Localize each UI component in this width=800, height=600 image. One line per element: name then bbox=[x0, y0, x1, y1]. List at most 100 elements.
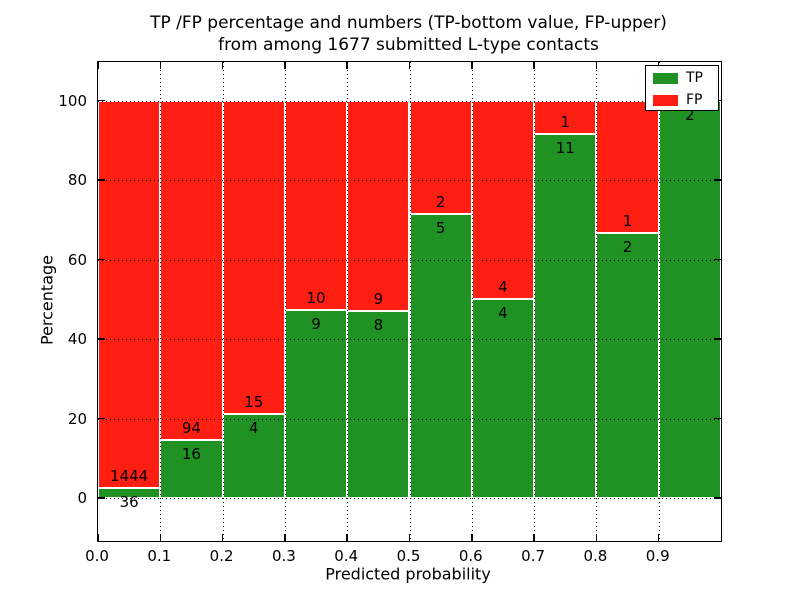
x-tick-bottom bbox=[346, 534, 348, 541]
x-tick-top bbox=[595, 62, 598, 69]
y-tick-left bbox=[98, 417, 105, 420]
x-tick-label: 0.1 bbox=[147, 547, 172, 565]
x-gridline bbox=[284, 62, 286, 541]
tp-count-label: 5 bbox=[435, 219, 446, 238]
fp-count-label: 2 bbox=[435, 193, 446, 212]
y-tick-right bbox=[714, 179, 721, 181]
legend-item-fp: FP bbox=[653, 90, 718, 110]
y-tick-label: 100 bbox=[58, 91, 87, 110]
legend-swatch-fp bbox=[653, 94, 678, 106]
x-axis-label: Predicted probability bbox=[325, 564, 491, 584]
y-tick-right bbox=[714, 258, 721, 261]
legend-label-tp: TP bbox=[686, 70, 703, 86]
legend-swatch-tp bbox=[653, 72, 678, 84]
tp-count-label: 16 bbox=[181, 445, 201, 464]
x-tick-bottom bbox=[533, 534, 535, 541]
x-tick-label: 0.3 bbox=[271, 547, 296, 565]
x-tick-label: 0.6 bbox=[458, 547, 483, 565]
x-tick-top bbox=[159, 62, 162, 69]
tp-count-label: 4 bbox=[248, 419, 259, 438]
bar-segment-fp-1 bbox=[160, 100, 223, 441]
y-tick-right bbox=[714, 417, 721, 420]
x-gridline bbox=[409, 62, 411, 541]
bar-segment-fp-8 bbox=[596, 100, 659, 234]
x-tick-label: 0.5 bbox=[396, 547, 421, 565]
x-tick-top bbox=[346, 62, 348, 69]
legend-item-tp: TP bbox=[653, 68, 718, 88]
y-tick-left bbox=[98, 338, 105, 340]
x-tick-bottom bbox=[97, 534, 99, 541]
x-tick-top bbox=[408, 62, 411, 69]
x-gridline bbox=[347, 62, 349, 541]
chart-title-line2: from among 1677 submitted L-type contact… bbox=[218, 35, 599, 55]
tp-count-label: 9 bbox=[311, 314, 321, 333]
bar-segment-tp-4 bbox=[347, 311, 410, 499]
fp-count-label: 1444 bbox=[110, 467, 149, 486]
tp-count-label: 4 bbox=[498, 304, 508, 323]
x-tick-top bbox=[471, 62, 473, 69]
y-tick-label: 40 bbox=[67, 330, 87, 349]
bar-segment-tp-6 bbox=[471, 299, 535, 499]
bar-segment-fp-0 bbox=[98, 100, 161, 489]
legend: TP FP bbox=[645, 65, 719, 111]
x-tick-label: 0.7 bbox=[521, 547, 546, 565]
y-tick-left bbox=[98, 179, 105, 181]
bar-segment-fp-5 bbox=[409, 100, 472, 215]
x-tick-bottom bbox=[471, 534, 473, 541]
tp-count-label: 11 bbox=[555, 138, 575, 157]
chart-title: TP /FP percentage and numbers (TP-bottom… bbox=[97, 12, 720, 56]
fp-count-label: 15 bbox=[244, 393, 264, 412]
x-gridline bbox=[658, 62, 660, 541]
y-tick-label: 80 bbox=[67, 171, 87, 190]
y-tick-left bbox=[98, 99, 105, 102]
x-tick-top bbox=[97, 62, 99, 69]
x-tick-bottom bbox=[221, 534, 224, 541]
x-tick-label: 0.9 bbox=[645, 547, 670, 565]
bar-segment-fp-6 bbox=[471, 100, 535, 300]
x-tick-top bbox=[284, 62, 286, 69]
x-tick-label: 0.4 bbox=[334, 547, 359, 565]
tp-count-label: 2 bbox=[622, 238, 633, 257]
tp-count-label: 2 bbox=[685, 105, 695, 124]
bar-segment-tp-8 bbox=[596, 233, 659, 499]
x-gridline bbox=[534, 62, 536, 541]
fp-count-label: 1 bbox=[622, 212, 633, 231]
x-tick-bottom bbox=[657, 534, 660, 541]
x-tick-label: 0.0 bbox=[85, 547, 109, 565]
x-gridline bbox=[471, 62, 473, 541]
bar-segment-tp-1 bbox=[160, 440, 223, 499]
bar-segment-tp-5 bbox=[409, 214, 472, 499]
plot-area: 1444 36 94 16 15 4 10 9 9 8 2 5 4 4 1 11 1 2 2 bbox=[97, 61, 722, 542]
fp-count-label: 1 bbox=[560, 112, 571, 131]
x-tick-bottom bbox=[284, 534, 286, 541]
y-tick-left bbox=[98, 258, 105, 261]
bar-segment-tp-0 bbox=[98, 488, 161, 499]
bar-segment-tp-3 bbox=[284, 309, 348, 499]
x-tick-label: 0.2 bbox=[209, 547, 234, 565]
chart-title-line1: TP /FP percentage and numbers (TP-bottom… bbox=[150, 13, 667, 33]
fp-count-label: 94 bbox=[181, 419, 201, 438]
legend-label-fp: FP bbox=[686, 92, 703, 108]
fp-count-label: 10 bbox=[306, 288, 326, 307]
x-tick-top bbox=[221, 62, 224, 69]
x-gridline bbox=[222, 62, 224, 541]
tp-count-label: 8 bbox=[373, 316, 384, 334]
x-tick-bottom bbox=[408, 534, 411, 541]
bar-segment-fp-3 bbox=[284, 100, 348, 310]
y-tick-label: 60 bbox=[67, 250, 87, 269]
bar-segment-fp-4 bbox=[347, 100, 410, 311]
bar-segment-tp-7 bbox=[534, 133, 597, 499]
x-tick-bottom bbox=[595, 534, 598, 541]
x-gridline bbox=[160, 62, 162, 541]
y-tick-right bbox=[714, 338, 721, 340]
x-tick-bottom bbox=[159, 534, 162, 541]
y-tick-left bbox=[98, 497, 105, 499]
fp-count-label: 9 bbox=[373, 290, 384, 308]
fp-count-label: 4 bbox=[498, 278, 508, 297]
y-tick-right bbox=[714, 497, 721, 499]
y-tick-label: 0 bbox=[77, 489, 87, 508]
x-gridline bbox=[596, 62, 598, 541]
x-tick-top bbox=[533, 62, 535, 69]
x-tick-label: 0.8 bbox=[583, 547, 608, 565]
